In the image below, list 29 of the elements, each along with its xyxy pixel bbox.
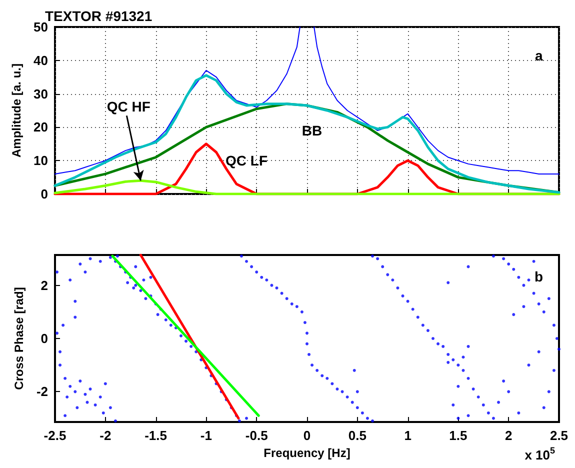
x-tick-label: 2.5 [550, 428, 568, 443]
y-axis-title: Amplitude [a. u.] [10, 64, 24, 158]
y-tick-label: 2 [40, 278, 48, 293]
x-tick-label: -2.5 [44, 428, 66, 443]
annotation: b [534, 268, 544, 285]
x-tick-label: -1 [200, 428, 212, 443]
annotation: QC HF [106, 98, 151, 115]
x-tick-label: 2 [504, 428, 512, 443]
x-tick-label: 1 [404, 428, 412, 443]
y-tick-label: 50 [34, 20, 48, 34]
chart-title: TEXTOR #91321 [45, 8, 152, 24]
x-tick-label: -1.5 [144, 428, 168, 443]
y-tick-label: 20 [34, 120, 48, 135]
annotation: a [534, 47, 543, 64]
x-tick-label: 0 [303, 428, 311, 443]
x-axis-title: Frequency [Hz] [264, 446, 350, 460]
y-tick-label: 0 [40, 186, 48, 202]
x-tick-label: -2 [100, 428, 112, 443]
annotation: BB [302, 122, 322, 139]
y-tick-label: 10 [34, 153, 48, 168]
y-tick-label: 0 [40, 331, 48, 346]
y-tick-label: -2 [36, 384, 48, 400]
y-tick-label: 30 [34, 86, 48, 102]
y-axis-title: Cross Phase [rad] [12, 287, 26, 390]
x-tick-label: -0.5 [245, 428, 268, 443]
annotation: QC LF [226, 152, 268, 169]
x-tick-label: 0.5 [348, 428, 366, 443]
y-tick-label: 40 [34, 52, 48, 68]
x-tick-label: 1.5 [449, 428, 468, 443]
